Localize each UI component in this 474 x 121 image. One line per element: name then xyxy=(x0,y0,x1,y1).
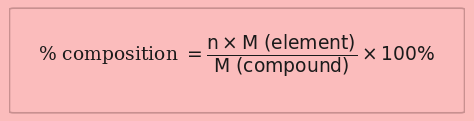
Text: % composition $=\dfrac{\mathrm{n \times M\ (element)}}{\mathrm{M\ (compound)}}\t: % composition $=\dfrac{\mathrm{n \times … xyxy=(38,33,436,79)
